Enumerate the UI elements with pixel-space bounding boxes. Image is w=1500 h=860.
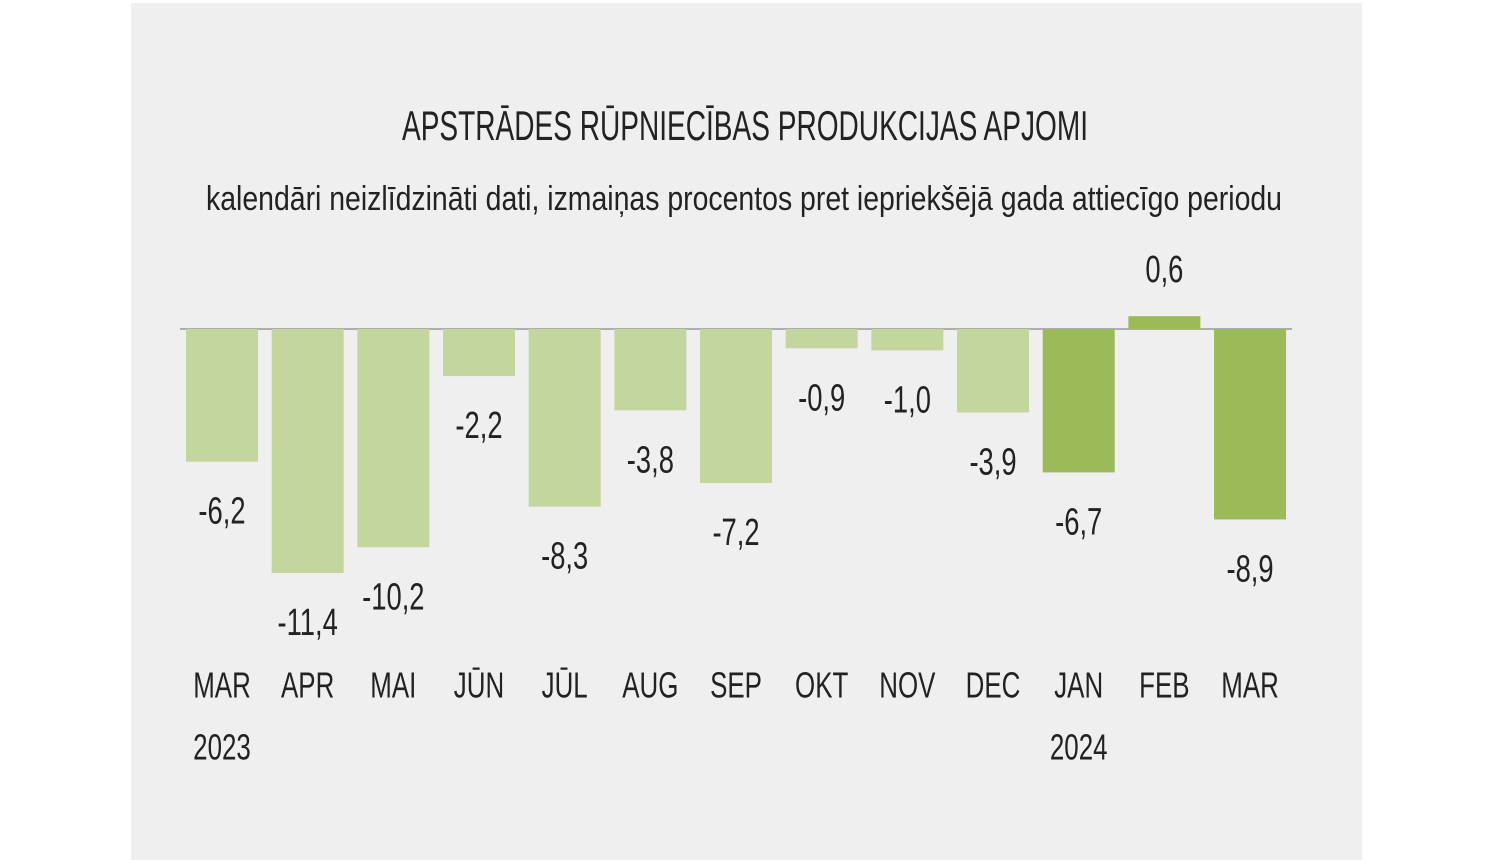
x-tick-label: OKT: [795, 665, 848, 705]
value-label: -6,7: [1055, 501, 1102, 543]
bar: [186, 329, 258, 462]
x-tick-label: MAR: [1221, 665, 1279, 705]
value-label: -10,2: [362, 576, 424, 618]
bar: [443, 329, 516, 377]
bar: [785, 329, 858, 349]
bar: [700, 329, 773, 484]
bar: [1128, 316, 1201, 329]
chart-subtitle: kalendāri neizlīdzināti dati, izmaiņas p…: [206, 180, 1282, 218]
x-tick-label: JŪL: [542, 665, 588, 705]
bar: [1214, 329, 1287, 520]
labels: -6,2 MAR 2023 -11,4 APR -10,2 MAI -2,2 JŪN -8,3 JŪ…: [193, 249, 1279, 768]
bar: [957, 329, 1030, 413]
bar: [271, 329, 344, 573]
x-tick-label: SEP: [710, 665, 762, 705]
bar: [357, 329, 430, 548]
x-tick-label: MAR: [193, 665, 251, 705]
bar: [871, 329, 944, 351]
value-label: -2,2: [455, 405, 502, 447]
x-tick-label: JŪN: [454, 665, 504, 705]
x-tick-label: JAN: [1054, 665, 1103, 705]
value-label: -0,9: [798, 377, 845, 419]
bar: [1042, 329, 1115, 473]
value-label: -11,4: [278, 602, 338, 644]
value-label: -1,0: [884, 379, 931, 421]
x-tick-label: FEB: [1139, 665, 1189, 705]
chart-title: APSTRĀDES RŪPNIECĪBAS PRODUKCIJAS APJOMI: [402, 102, 1088, 149]
x-tick-label: NOV: [879, 665, 935, 705]
x-tick-label: MAI: [370, 665, 416, 705]
year-label: 2024: [1050, 727, 1108, 767]
value-label: 0,6: [1145, 249, 1183, 291]
value-label: -8,3: [541, 535, 588, 577]
value-label: -7,2: [712, 512, 759, 554]
x-tick-label: AUG: [622, 665, 678, 705]
value-label: -8,9: [1226, 548, 1273, 590]
bar: [528, 329, 601, 507]
value-label: -6,2: [198, 490, 245, 532]
x-tick-label: DEC: [966, 665, 1021, 705]
bar: [614, 329, 687, 411]
value-label: -3,8: [627, 439, 674, 481]
value-label: -3,9: [969, 441, 1016, 483]
x-tick-label: APR: [281, 665, 334, 705]
year-label: 2023: [193, 727, 251, 767]
